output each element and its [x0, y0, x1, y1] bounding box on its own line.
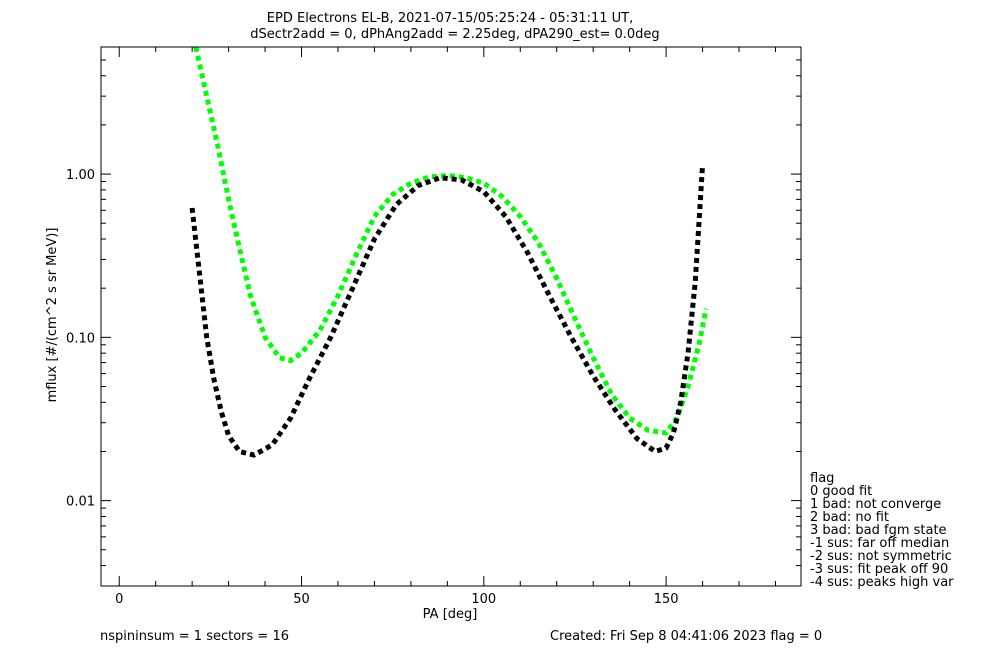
- footer-left: nspininsum = 1 sectors = 16: [100, 629, 289, 644]
- legend: 0 good fit 1 bad: not converge 2 bad: no…: [810, 484, 954, 590]
- legend-entry: 0 good fit: [810, 484, 872, 499]
- y-tick-label: 0.01: [66, 495, 95, 510]
- y-tick-label: 1.00: [66, 168, 95, 183]
- legend-entry: -3 sus: fit peak off 90: [810, 562, 948, 577]
- axes: 0 50 100 150 0.01 0.10 1.00: [66, 46, 802, 607]
- x-tick-label: 50: [293, 592, 310, 607]
- chart-subtitle: dSectr2add = 0, dPhAng2add = 2.25deg, dP…: [250, 27, 659, 42]
- y-tick-label: 0.10: [66, 331, 95, 346]
- x-axis-label: PA [deg]: [423, 607, 478, 622]
- legend-entry: 1 bad: not converge: [810, 497, 941, 512]
- legend-entry: -4 sus: peaks high var: [810, 575, 954, 590]
- fit-curve-green: [193, 47, 709, 436]
- x-tick-label: 100: [471, 592, 496, 607]
- plot-layer: [189, 47, 709, 458]
- legend-title: flag: [810, 471, 834, 486]
- y-axis-label: mflux [#/(cm^2 s sr MeV)]: [45, 228, 60, 403]
- legend-entry: -2 sus: not symmetric: [810, 549, 952, 564]
- x-tick-label: 150: [654, 592, 679, 607]
- x-tick-label: 0: [115, 592, 123, 607]
- footer-right: Created: Fri Sep 8 04:41:06 2023 flag = …: [550, 629, 822, 644]
- legend-entry: -1 sus: far off median: [810, 536, 949, 551]
- legend-entry: 3 bad: bad fgm state: [810, 523, 947, 538]
- chart-title: EPD Electrons EL-B, 2021-07-15/05:25:24 …: [267, 11, 633, 26]
- fit-curve-black: [189, 163, 706, 458]
- legend-entry: 2 bad: no fit: [810, 510, 889, 525]
- plot-frame: [100, 46, 802, 587]
